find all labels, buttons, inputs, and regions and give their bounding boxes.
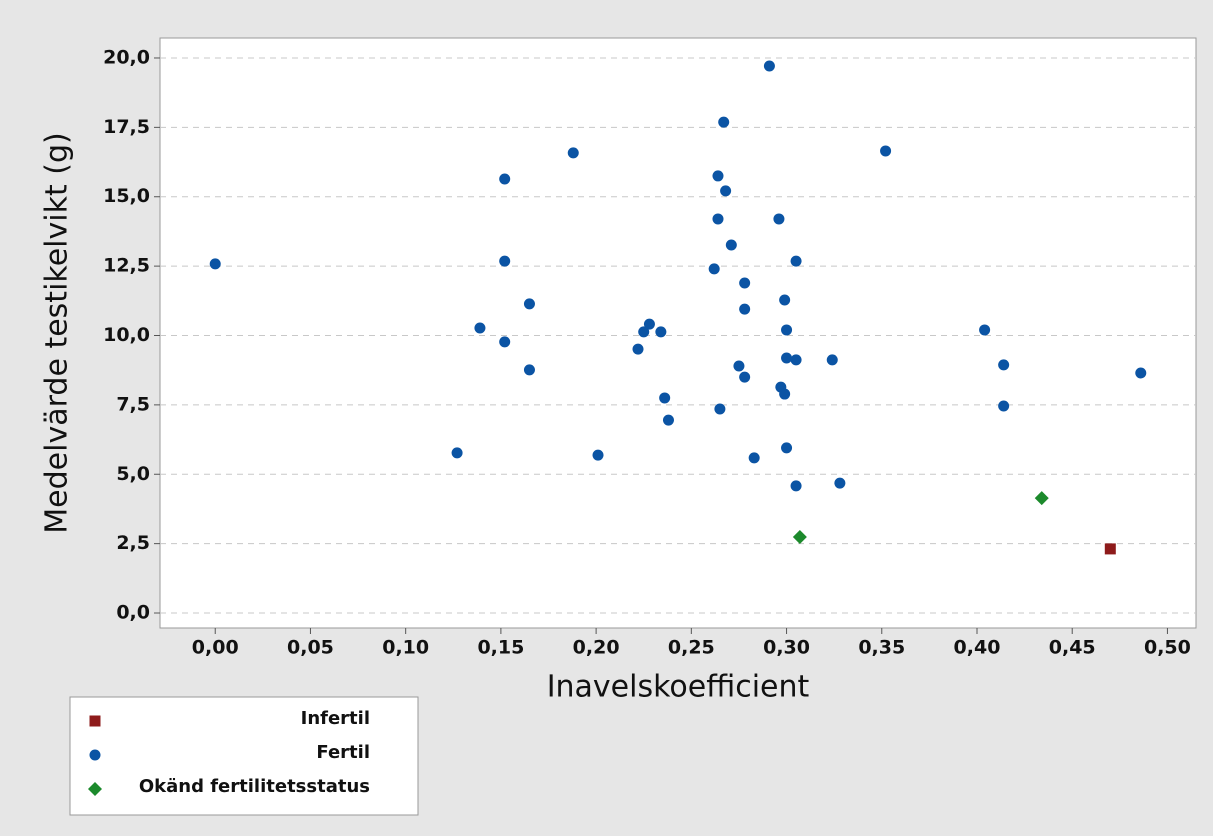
- point: [1104, 543, 1116, 555]
- x-tick-label: 0,45: [1049, 637, 1096, 659]
- x-tick-label: 0,30: [763, 637, 810, 659]
- point: [523, 364, 535, 376]
- point: [708, 263, 720, 275]
- legend-box: [69, 696, 419, 816]
- point: [1135, 367, 1147, 379]
- y-tick-label: 20,0: [103, 46, 150, 68]
- y-tick-label: 15,0: [103, 185, 150, 207]
- point: [733, 360, 745, 372]
- point: [763, 60, 775, 72]
- point: [998, 400, 1010, 412]
- point: [523, 298, 535, 310]
- point: [781, 442, 793, 454]
- point: [209, 258, 221, 270]
- point: [998, 359, 1010, 371]
- y-axis-label: Medelvärde testikelvikt (g): [40, 132, 75, 533]
- point: [779, 294, 791, 306]
- point: [790, 480, 802, 492]
- y-tick-label: 17,5: [103, 116, 150, 138]
- x-tick-label: 0,25: [668, 637, 715, 659]
- legend-label: Okänd fertilitetsstatus: [139, 776, 370, 797]
- x-tick-label: 0,15: [477, 637, 524, 659]
- point: [781, 352, 793, 364]
- point: [638, 326, 650, 338]
- point: [712, 213, 724, 225]
- x-tick-label: 0,35: [858, 637, 905, 659]
- point: [499, 255, 511, 267]
- legend-marker: [89, 749, 101, 761]
- point: [826, 354, 838, 366]
- point: [834, 477, 846, 489]
- y-tick-label: 5,0: [116, 463, 150, 485]
- legend-marker: [89, 715, 101, 727]
- point: [739, 277, 751, 289]
- x-tick-label: 0,00: [192, 637, 239, 659]
- point: [643, 318, 655, 330]
- point: [792, 529, 807, 544]
- point: [592, 449, 604, 461]
- x-tick-label: 0,05: [287, 637, 334, 659]
- point: [880, 145, 892, 157]
- point: [659, 392, 671, 404]
- point: [720, 185, 732, 197]
- point: [567, 147, 579, 159]
- point: [474, 322, 486, 334]
- point: [714, 403, 726, 415]
- x-tick-label: 0,20: [573, 637, 620, 659]
- legend-marker: [88, 782, 102, 796]
- point: [779, 388, 791, 400]
- point: [773, 213, 785, 225]
- point: [748, 452, 760, 464]
- plot-area: [159, 37, 1197, 629]
- x-axis-label: Inavelskoefficient: [547, 670, 810, 705]
- point: [655, 326, 667, 338]
- point: [712, 170, 724, 182]
- point: [725, 239, 737, 251]
- y-tick-label: 0,0: [116, 602, 150, 624]
- point: [1034, 491, 1049, 506]
- point: [662, 414, 674, 426]
- y-tick-label: 7,5: [116, 393, 150, 415]
- legend-label: Infertil: [301, 708, 370, 729]
- point: [499, 336, 511, 348]
- point: [499, 173, 511, 185]
- point: [451, 447, 463, 459]
- x-tick-label: 0,40: [954, 637, 1001, 659]
- y-tick-label: 10,0: [103, 324, 150, 346]
- y-tick-label: 2,5: [116, 532, 150, 554]
- point: [790, 354, 802, 366]
- point: [739, 371, 751, 383]
- point: [718, 116, 730, 128]
- x-tick-label: 0,50: [1144, 637, 1191, 659]
- y-tick-label: 12,5: [103, 255, 150, 277]
- x-tick-label: 0,10: [382, 637, 429, 659]
- point: [781, 324, 793, 336]
- point: [790, 255, 802, 267]
- point: [739, 303, 751, 315]
- point: [979, 324, 991, 336]
- point: [632, 343, 644, 355]
- legend-label: Fertil: [316, 742, 370, 763]
